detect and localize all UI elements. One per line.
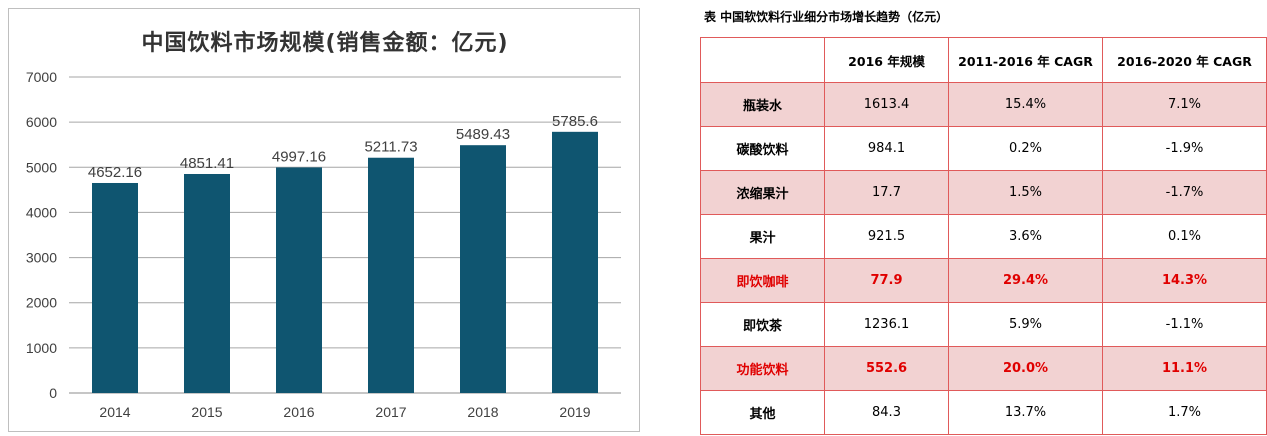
row-size: 84.3 <box>824 390 949 435</box>
x-tick-label: 2015 <box>191 404 222 420</box>
table-row: 其他 84.3 13.7% 1.7% <box>700 390 1267 435</box>
header-cell-cagr-2011-2016: 2011-2016 年 CAGR <box>948 37 1103 83</box>
data-label: 4851.41 <box>180 155 234 172</box>
row-category: 其他 <box>700 390 825 435</box>
x-tick-label: 2019 <box>559 404 590 420</box>
y-tick-label: 5000 <box>26 159 57 175</box>
bar <box>368 157 414 393</box>
segment-table: 2016 年规模 2011-2016 年 CAGR 2016-2020 年 CA… <box>700 37 1267 435</box>
table-row: 果汁 921.5 3.6% 0.1% <box>700 214 1267 259</box>
y-tick-label: 0 <box>49 385 57 401</box>
row-category: 即饮茶 <box>700 302 825 347</box>
x-axis-ticks: 2014 2015 2016 2017 2018 2019 <box>99 404 590 420</box>
gridlines <box>69 76 621 394</box>
y-tick-label: 1000 <box>26 340 57 356</box>
bars: 4652.16 4851.41 4997.16 5211.73 5489.43 5785.… <box>88 113 598 394</box>
header-cell-size: 2016 年规模 <box>824 37 949 83</box>
row-cagr-2011-2016: 20.0% <box>948 346 1103 391</box>
row-cagr-2016-2020: 0.1% <box>1102 214 1267 259</box>
table-row-highlighted: 即饮咖啡 77.9 29.4% 14.3% <box>700 258 1267 303</box>
row-size: 921.5 <box>824 214 949 259</box>
header-cell-category <box>700 37 825 83</box>
y-tick-label: 4000 <box>26 204 57 220</box>
bar <box>184 173 230 393</box>
x-tick-label: 2016 <box>283 404 314 420</box>
data-label: 4652.16 <box>88 164 142 181</box>
row-category: 功能饮料 <box>700 346 825 391</box>
y-tick-label: 3000 <box>26 250 57 266</box>
data-label: 5785.6 <box>552 113 598 130</box>
row-cagr-2016-2020: -1.9% <box>1102 126 1267 171</box>
chart-title: 中国饮料市场规模(销售金额：亿元) <box>141 31 509 56</box>
row-cagr-2011-2016: 29.4% <box>948 258 1103 303</box>
row-cagr-2016-2020: -1.1% <box>1102 302 1267 347</box>
row-cagr-2016-2020: 11.1% <box>1102 346 1267 391</box>
table-row: 碳酸饮料 984.1 0.2% -1.9% <box>700 126 1267 171</box>
row-cagr-2011-2016: 3.6% <box>948 214 1103 259</box>
row-size: 77.9 <box>824 258 949 303</box>
row-category: 瓶装水 <box>700 82 825 127</box>
bar <box>276 167 322 393</box>
row-cagr-2016-2020: -1.7% <box>1102 170 1267 215</box>
table-row: 瓶装水 1613.4 15.4% 7.1% <box>700 82 1267 127</box>
y-axis-ticks: 0 1000 2000 3000 4000 5000 6000 7000 <box>26 69 57 401</box>
bar <box>460 145 506 393</box>
row-cagr-2016-2020: 7.1% <box>1102 82 1267 127</box>
y-tick-label: 2000 <box>26 295 57 311</box>
row-category: 浓缩果汁 <box>700 170 825 215</box>
row-size: 984.1 <box>824 126 949 171</box>
row-cagr-2011-2016: 0.2% <box>948 126 1103 171</box>
bar-chart: 0 1000 2000 3000 4000 5000 6000 7000 4652.16 485… <box>26 69 621 420</box>
row-cagr-2011-2016: 5.9% <box>948 302 1103 347</box>
row-cagr-2011-2016: 15.4% <box>948 82 1103 127</box>
row-category: 碳酸饮料 <box>700 126 825 171</box>
row-cagr-2011-2016: 1.5% <box>948 170 1103 215</box>
table-row: 即饮茶 1236.1 5.9% -1.1% <box>700 302 1267 347</box>
header-cell-cagr-2016-2020: 2016-2020 年 CAGR <box>1102 37 1267 83</box>
row-cagr-2016-2020: 1.7% <box>1102 390 1267 435</box>
bar <box>552 131 598 394</box>
row-category: 即饮咖啡 <box>700 258 825 303</box>
row-cagr-2016-2020: 14.3% <box>1102 258 1267 303</box>
row-category: 果汁 <box>700 214 825 259</box>
x-tick-label: 2018 <box>467 404 498 420</box>
row-size: 552.6 <box>824 346 949 391</box>
row-size: 17.7 <box>824 170 949 215</box>
y-tick-label: 6000 <box>26 114 57 130</box>
x-tick-label: 2017 <box>375 404 406 420</box>
table-row-highlighted: 功能饮料 552.6 20.0% 11.1% <box>700 346 1267 391</box>
row-size: 1613.4 <box>824 82 949 127</box>
data-label: 4997.16 <box>272 148 326 165</box>
x-tick-label: 2014 <box>99 404 130 420</box>
row-cagr-2011-2016: 13.7% <box>948 390 1103 435</box>
chart-panel: 中国饮料市场规模(销售金额：亿元) 0 1000 2000 3000 4000 5000 6… <box>8 8 640 432</box>
table-header-row: 2016 年规模 2011-2016 年 CAGR 2016-2020 年 CA… <box>700 37 1267 83</box>
data-label: 5489.43 <box>456 126 510 143</box>
table-row: 浓缩果汁 17.7 1.5% -1.7% <box>700 170 1267 215</box>
data-label: 5211.73 <box>364 139 417 156</box>
y-tick-label: 7000 <box>26 69 57 85</box>
row-size: 1236.1 <box>824 302 949 347</box>
bar <box>92 182 138 393</box>
table-caption: 表 中国软饮料行业细分市场增长趋势（亿元） <box>704 10 949 24</box>
